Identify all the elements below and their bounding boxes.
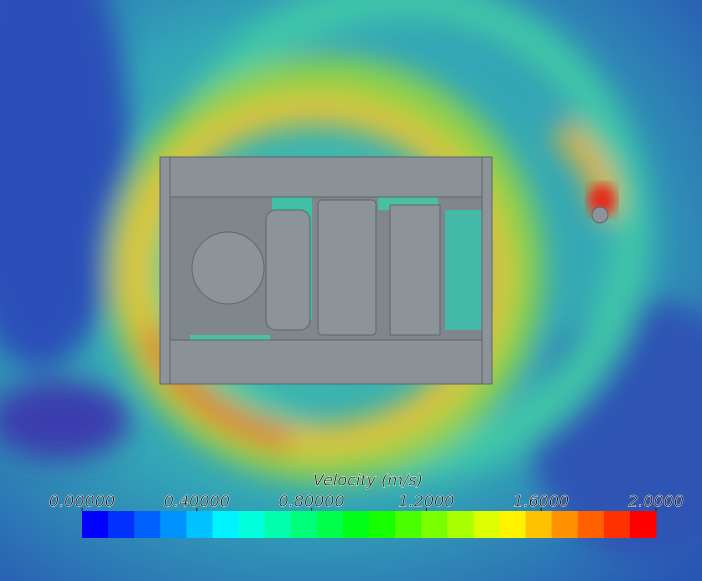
- color-band: [369, 511, 396, 538]
- color-band: [186, 511, 213, 538]
- colorbar-title: Velocity (m/s): [313, 471, 423, 490]
- color-band: [82, 511, 109, 538]
- color-band: [577, 511, 605, 538]
- color-band: [629, 511, 657, 538]
- color-band: [264, 511, 292, 538]
- color-band: [499, 511, 527, 538]
- color-band: [447, 511, 474, 538]
- tick-label: 2.0000: [628, 492, 684, 511]
- tick-label: 1.2000: [398, 492, 454, 511]
- color-band: [603, 511, 631, 538]
- color-band: [108, 511, 135, 538]
- equipment-frame: [159, 156, 609, 385]
- color-band: [160, 511, 187, 538]
- color-band: [212, 511, 240, 538]
- tick-label: 1.6000: [513, 492, 569, 511]
- color-band: [134, 511, 161, 538]
- color-band: [238, 511, 266, 538]
- tick-label: 0.00000: [49, 492, 115, 511]
- color-band: [421, 511, 448, 538]
- color-band: [395, 511, 422, 538]
- color-band: [525, 511, 553, 538]
- color-band: [342, 511, 370, 538]
- color-band: [290, 511, 318, 538]
- tick-label: 0.80000: [279, 492, 345, 511]
- colorbar: Velocity (m/s) 0.00000 0.40000 0.80000 1.20…: [49, 470, 684, 538]
- color-band: [473, 511, 500, 538]
- color-band: [316, 511, 344, 538]
- tick-label: 0.40000: [164, 492, 230, 511]
- color-band: [551, 511, 579, 538]
